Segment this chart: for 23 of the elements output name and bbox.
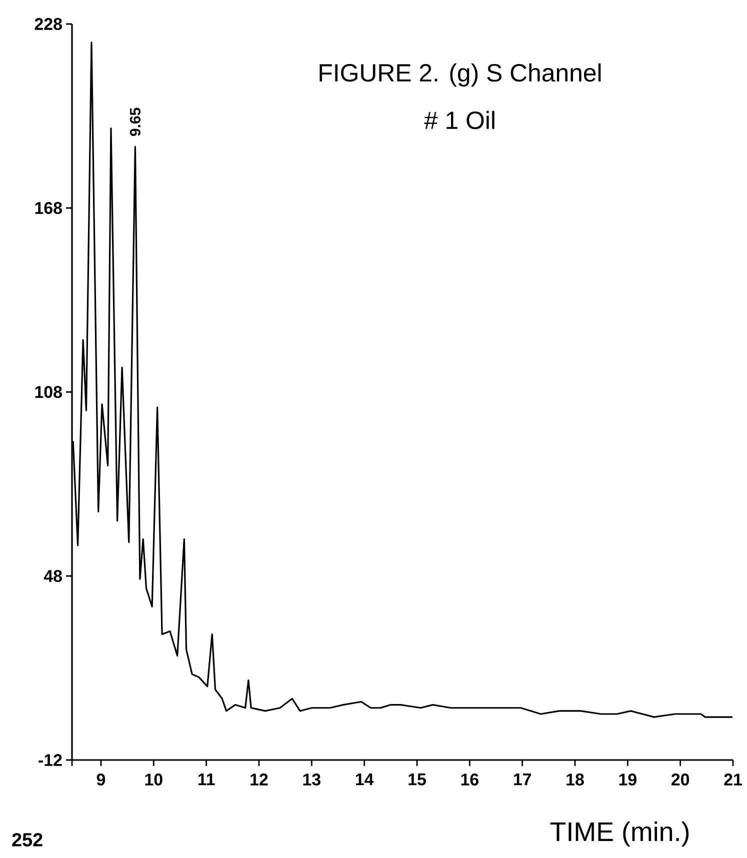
x-tick-label: 12 bbox=[250, 774, 268, 786]
x-tick-label: 18 bbox=[566, 774, 584, 786]
x-tick-label: 20 bbox=[672, 774, 690, 786]
text: # 1 Oil bbox=[424, 110, 494, 130]
y-tick-label: 48 bbox=[44, 570, 62, 582]
x-tick-label: 16 bbox=[461, 774, 478, 786]
y-tick-label: 108 bbox=[35, 386, 62, 398]
y-tick-label: 228 bbox=[34, 18, 62, 30]
x-tick-label: 13 bbox=[303, 774, 320, 786]
x-tick-label: 10 bbox=[145, 774, 162, 786]
x-tick-label: 15 bbox=[408, 774, 426, 786]
x-tick-label: 14 bbox=[356, 774, 374, 786]
text: FIGURE 2. (g) S Channel bbox=[320, 63, 601, 87]
x-axis-title: TIME (min.) bbox=[550, 821, 689, 847]
annotation: 9.65 bbox=[130, 108, 140, 136]
x-tick-label: 11 bbox=[198, 774, 215, 786]
text: 252 bbox=[12, 833, 42, 846]
x-tick-label: 9 bbox=[96, 774, 106, 786]
x-tick-label: 21 bbox=[724, 774, 742, 786]
x-tick-label: 19 bbox=[619, 774, 636, 786]
x-tick-label: 17 bbox=[514, 774, 531, 786]
y-tick-label: 168 bbox=[35, 202, 62, 214]
y-tick-label: -12 bbox=[38, 754, 62, 766]
